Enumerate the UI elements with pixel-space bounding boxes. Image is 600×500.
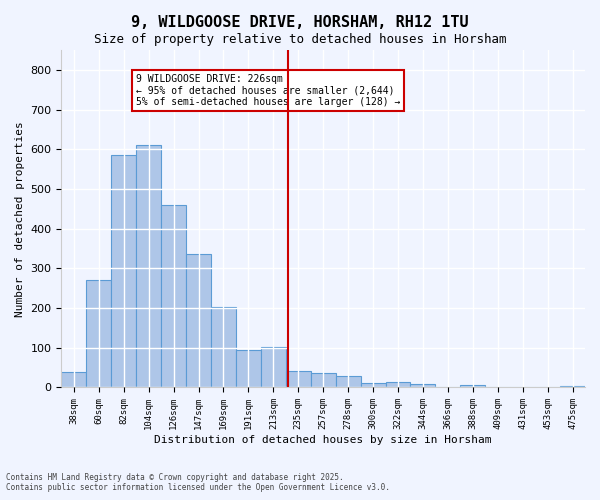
Bar [236,350,261,388]
Bar [211,308,236,388]
Bar [111,155,136,388]
Text: Contains HM Land Registry data © Crown copyright and database right 2025.
Contai: Contains HM Land Registry data © Crown c… [6,473,390,492]
Bar [136,146,161,388]
Bar [460,386,485,388]
Bar [335,376,361,388]
Bar [311,373,335,388]
Bar [61,372,86,388]
Bar [560,386,585,388]
X-axis label: Distribution of detached houses by size in Horsham: Distribution of detached houses by size … [154,435,492,445]
Bar [261,347,286,388]
Bar [410,384,436,388]
Bar [386,382,410,388]
Bar [86,280,111,388]
Bar [361,382,386,388]
Y-axis label: Number of detached properties: Number of detached properties [15,121,25,316]
Text: 9, WILDGOOSE DRIVE, HORSHAM, RH12 1TU: 9, WILDGOOSE DRIVE, HORSHAM, RH12 1TU [131,15,469,30]
Bar [286,371,311,388]
Text: Size of property relative to detached houses in Horsham: Size of property relative to detached ho… [94,32,506,46]
Bar [186,254,211,388]
Bar [161,205,186,388]
Text: 9 WILDGOOSE DRIVE: 226sqm
← 95% of detached houses are smaller (2,644)
5% of sem: 9 WILDGOOSE DRIVE: 226sqm ← 95% of detac… [136,74,401,107]
